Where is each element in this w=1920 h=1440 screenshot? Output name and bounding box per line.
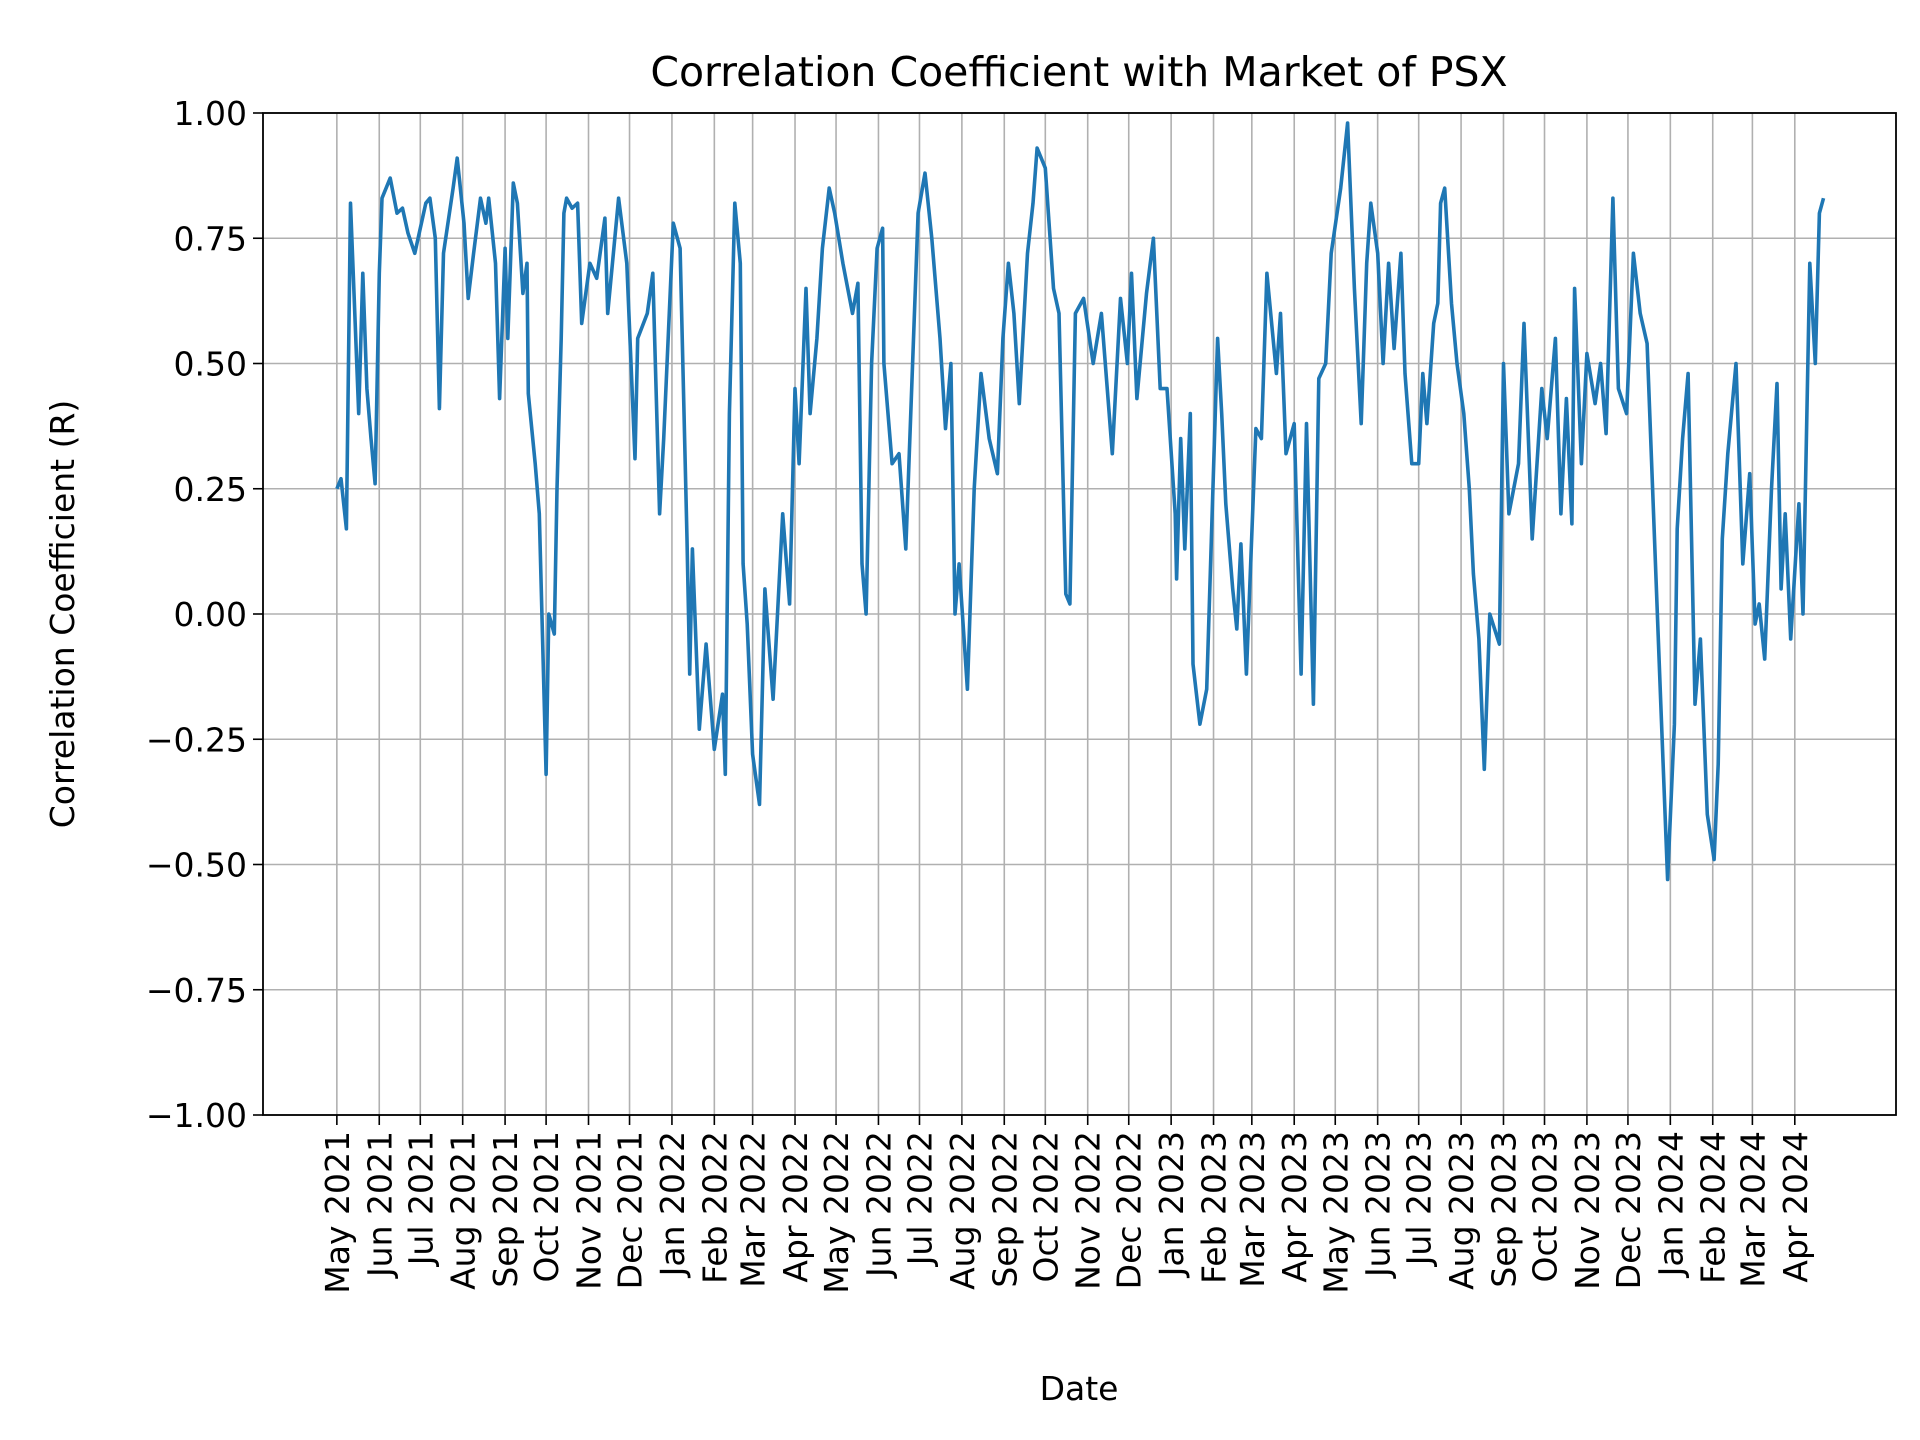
y-tick-label: −0.25 [146,720,247,759]
x-tick-label: Oct 2021 [527,1131,566,1283]
x-tick-label: May 2022 [817,1131,856,1294]
x-tick-label: Feb 2022 [695,1131,734,1284]
x-tick-label: May 2021 [318,1131,357,1294]
x-tick-label: Jun 2023 [1359,1131,1398,1279]
x-tick-label: Jul 2023 [1400,1131,1439,1267]
x-tick-label: May 2023 [1316,1131,1355,1294]
y-tick-label: −1.00 [146,1096,247,1135]
y-tick-label: 1.00 [174,94,247,133]
x-tick-label: Dec 2021 [611,1131,650,1289]
x-tick-label: Oct 2023 [1526,1131,1565,1283]
x-tick-label: Jan 2023 [1152,1131,1191,1278]
y-tick-label: −0.75 [146,971,247,1010]
y-axis-label: Correlation Coefficient (R) [43,400,82,829]
x-tick-label: Mar 2022 [734,1131,773,1288]
x-axis: May 2021 Jun 2021 Jul 2021 Aug 2021 Sep 2021… [318,1115,1815,1294]
x-tick-label: Apr 2022 [776,1131,815,1283]
x-tick-label: Dec 2023 [1609,1131,1648,1289]
x-tick-label: Oct 2022 [1026,1131,1065,1283]
x-tick-label: Feb 2023 [1195,1131,1234,1284]
x-tick-label: Jan 2022 [653,1131,692,1278]
series-line-group [335,121,1826,882]
y-tick-label: 0.75 [174,219,247,258]
x-tick-label: Sep 2021 [486,1131,525,1288]
y-tick-label: −0.50 [146,846,247,885]
x-tick-label: Aug 2021 [444,1131,483,1290]
x-tick-label: Jul 2021 [401,1131,440,1267]
x-tick-label: Jun 2021 [360,1131,399,1279]
x-tick-label: Jul 2022 [900,1131,939,1267]
y-tick-label: 0.25 [174,470,247,509]
chart-title: Correlation Coefficient with Market of P… [650,48,1507,96]
y-tick-label: 0.50 [174,345,247,384]
x-tick-label: Jun 2022 [859,1131,898,1279]
x-tick-label: Sep 2023 [1484,1131,1523,1288]
x-tick-label: Mar 2024 [1733,1131,1772,1288]
x-tick-label: Apr 2023 [1275,1131,1314,1283]
x-tick-label: Nov 2021 [570,1131,609,1290]
x-tick-label: Apr 2024 [1776,1131,1815,1283]
x-tick-label: Nov 2022 [1069,1131,1108,1290]
x-tick-label: Nov 2023 [1568,1131,1607,1290]
x-axis-label: Date [1040,1369,1119,1408]
x-tick-label: Mar 2023 [1233,1131,1272,1288]
x-tick-label: Dec 2022 [1110,1131,1149,1289]
x-tick-label: Aug 2023 [1442,1131,1481,1290]
x-tick-label: Jan 2024 [1651,1131,1690,1278]
x-tick-label: Sep 2022 [985,1131,1024,1288]
x-tick-label: Feb 2024 [1694,1131,1733,1284]
y-axis: −1.00 −0.75 −0.50 −0.25 0.00 0.25 0.50 0.75 1.00 [146,94,263,1135]
x-tick-label: Aug 2022 [943,1131,982,1290]
y-tick-label: 0.00 [174,595,247,634]
